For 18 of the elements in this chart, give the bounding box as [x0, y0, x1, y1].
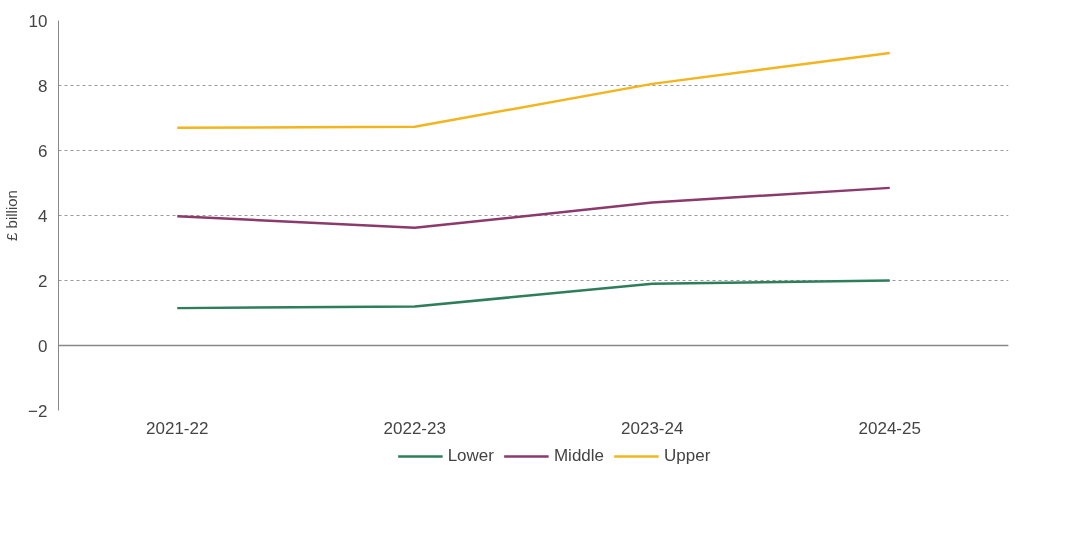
y-tick-label: 4 — [38, 206, 48, 226]
legend-label: Upper — [664, 446, 711, 466]
legend-label: Lower — [447, 446, 494, 466]
y-tick-label: 0 — [38, 336, 48, 356]
line-series — [176, 279, 891, 310]
legend-label: Middle — [553, 446, 605, 466]
y-tick-label: 8 — [38, 76, 48, 96]
y-tick-label: −2 — [28, 401, 48, 421]
y-axis-title: £ billion — [3, 190, 21, 241]
line-series — [176, 51, 891, 129]
y-tick-label: 6 — [38, 141, 48, 161]
y-tick-label: 10 — [28, 11, 48, 31]
x-tick-label: 2021-22 — [146, 418, 209, 438]
line-series — [176, 186, 891, 230]
x-tick-label: 2022-23 — [383, 418, 446, 438]
y-tick-label: 2 — [38, 271, 48, 291]
x-tick-label: 2023-24 — [621, 418, 684, 438]
x-tick-label: 2024-25 — [858, 418, 921, 438]
